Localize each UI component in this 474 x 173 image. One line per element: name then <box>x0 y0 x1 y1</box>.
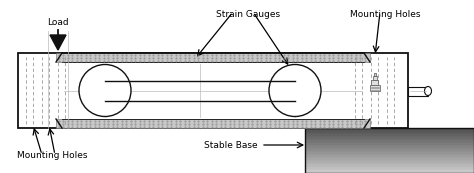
Ellipse shape <box>425 86 431 95</box>
Bar <box>305 168 474 170</box>
Bar <box>305 128 474 173</box>
Bar <box>305 161 474 162</box>
Bar <box>370 84 380 90</box>
Bar <box>305 165 474 167</box>
Text: Stable Base: Stable Base <box>204 140 258 149</box>
Bar <box>373 75 377 80</box>
Bar <box>56 53 370 62</box>
Bar <box>305 134 474 135</box>
Bar <box>305 144 474 146</box>
Polygon shape <box>50 35 66 50</box>
Text: Mounting Holes: Mounting Holes <box>350 10 420 19</box>
Text: Mounting Holes: Mounting Holes <box>17 151 87 160</box>
Bar <box>408 86 428 95</box>
Bar <box>305 162 474 164</box>
Bar <box>372 80 379 84</box>
Bar <box>305 157 474 160</box>
Bar <box>305 136 474 139</box>
Bar <box>305 139 474 142</box>
Bar <box>305 145 474 148</box>
Bar <box>305 148 474 151</box>
Bar <box>305 135 474 137</box>
Bar <box>305 138 474 140</box>
Bar <box>18 53 408 128</box>
Bar <box>305 154 474 157</box>
Bar <box>305 159 474 161</box>
Bar <box>305 170 474 171</box>
Bar <box>305 166 474 169</box>
Bar <box>56 119 370 128</box>
Bar <box>305 156 474 158</box>
Bar <box>305 163 474 166</box>
Bar <box>305 171 474 173</box>
Bar <box>305 128 474 130</box>
Bar <box>305 141 474 143</box>
Bar <box>305 129 474 131</box>
Bar <box>305 147 474 149</box>
Circle shape <box>79 65 131 116</box>
Bar <box>305 150 474 152</box>
Text: Strain Gauges: Strain Gauges <box>216 10 280 19</box>
Bar <box>305 130 474 133</box>
Bar <box>305 153 474 155</box>
Bar <box>305 132 474 134</box>
Bar <box>374 72 376 75</box>
Bar <box>305 152 474 153</box>
Text: Load: Load <box>47 18 69 27</box>
Bar <box>305 143 474 144</box>
Circle shape <box>269 65 321 116</box>
